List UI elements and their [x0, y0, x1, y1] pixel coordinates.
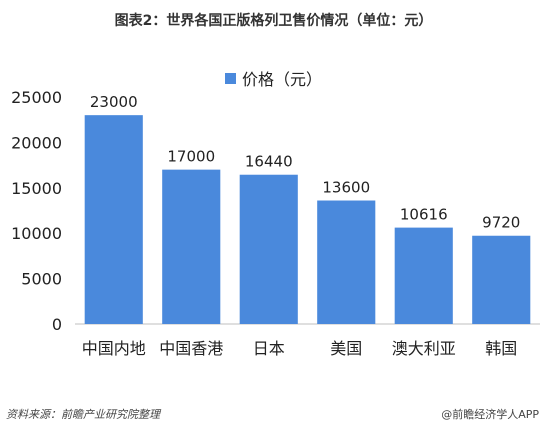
x-tick-label: 澳大利亚	[392, 339, 456, 358]
y-tick-label: 15000	[11, 179, 62, 198]
y-tick-label: 5000	[21, 270, 62, 289]
data-label: 10616	[400, 206, 448, 224]
data-label: 13600	[322, 179, 370, 197]
data-label: 23000	[90, 93, 138, 111]
x-tick-label: 美国	[330, 339, 362, 358]
credit-note: @前瞻经济学人APP	[441, 408, 539, 421]
legend: 价格（元）	[0, 66, 547, 90]
x-tick-label: 中国内地	[82, 339, 146, 358]
bar-chart: 0 5000 10000 15000 20000 25000 23000 中国内地 17000 中…	[11, 88, 540, 358]
source-note: 资料来源：前瞻产业研究院整理	[6, 408, 160, 421]
bar	[162, 169, 221, 324]
x-tick-label: 韩国	[485, 339, 517, 358]
bar	[317, 200, 376, 324]
data-label: 9720	[482, 214, 520, 232]
bar	[472, 235, 531, 324]
y-tick-label: 0	[52, 315, 62, 334]
y-tick-label: 10000	[11, 224, 62, 243]
bar	[84, 115, 143, 324]
y-tick-label: 25000	[11, 88, 62, 107]
x-tick-label: 中国香港	[159, 339, 223, 358]
data-label: 17000	[167, 148, 215, 166]
x-tick-label: 日本	[253, 339, 285, 358]
bar	[394, 227, 453, 324]
data-label: 16440	[245, 153, 293, 171]
legend-label: 价格（元）	[241, 70, 322, 89]
y-tick-label: 20000	[11, 133, 62, 152]
bar	[239, 174, 298, 324]
legend-swatch	[224, 72, 236, 84]
chart-title: 图表2：世界各国正版格列卫售价情况（单位：元）	[114, 13, 433, 29]
